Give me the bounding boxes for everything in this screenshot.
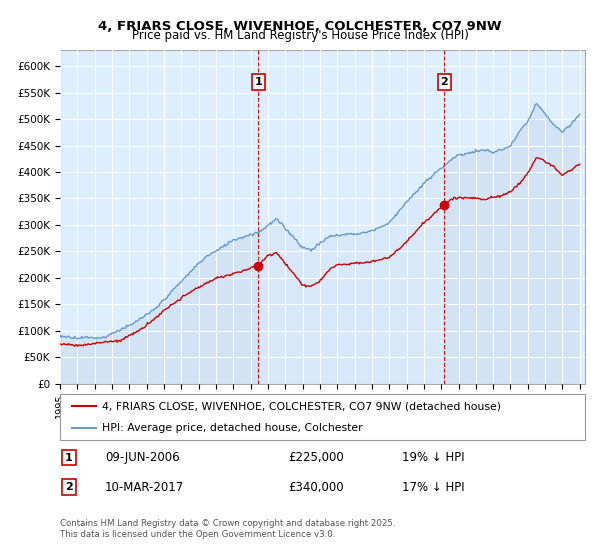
Text: Contains HM Land Registry data © Crown copyright and database right 2025.
This d: Contains HM Land Registry data © Crown c…: [60, 520, 395, 539]
FancyBboxPatch shape: [60, 394, 585, 440]
Text: 17% ↓ HPI: 17% ↓ HPI: [402, 480, 464, 494]
Text: 4, FRIARS CLOSE, WIVENHOE, COLCHESTER, CO7 9NW (detached house): 4, FRIARS CLOSE, WIVENHOE, COLCHESTER, C…: [102, 401, 501, 411]
Text: 09-JUN-2006: 09-JUN-2006: [105, 451, 179, 464]
Text: 2: 2: [65, 482, 73, 492]
Text: HPI: Average price, detached house, Colchester: HPI: Average price, detached house, Colc…: [102, 423, 362, 433]
Text: 1: 1: [254, 77, 262, 87]
Text: £225,000: £225,000: [288, 451, 344, 464]
Text: 19% ↓ HPI: 19% ↓ HPI: [402, 451, 464, 464]
Text: 2: 2: [440, 77, 448, 87]
Text: 1: 1: [65, 452, 73, 463]
Text: 4, FRIARS CLOSE, WIVENHOE, COLCHESTER, CO7 9NW: 4, FRIARS CLOSE, WIVENHOE, COLCHESTER, C…: [98, 20, 502, 32]
Text: Price paid vs. HM Land Registry's House Price Index (HPI): Price paid vs. HM Land Registry's House …: [131, 29, 469, 42]
Text: 10-MAR-2017: 10-MAR-2017: [105, 480, 184, 494]
Text: £340,000: £340,000: [288, 480, 344, 494]
